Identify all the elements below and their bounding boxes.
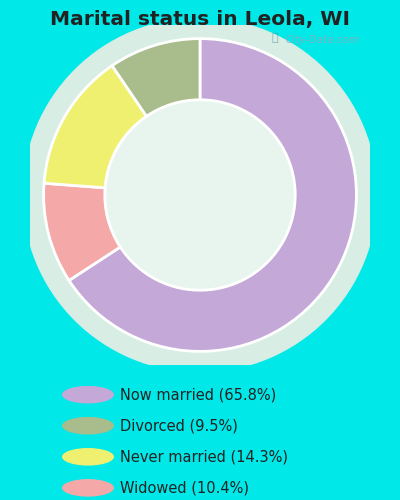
- Circle shape: [62, 479, 114, 496]
- Text: ⓘ: ⓘ: [272, 34, 278, 43]
- Wedge shape: [69, 38, 356, 352]
- Circle shape: [62, 448, 114, 466]
- Wedge shape: [44, 66, 146, 188]
- Text: Widowed (10.4%): Widowed (10.4%): [120, 480, 249, 496]
- Text: Now married (65.8%): Now married (65.8%): [120, 387, 276, 402]
- Text: Divorced (9.5%): Divorced (9.5%): [120, 418, 238, 433]
- Circle shape: [23, 18, 377, 372]
- Text: Marital status in Leola, WI: Marital status in Leola, WI: [50, 10, 350, 29]
- Circle shape: [62, 386, 114, 404]
- Text: City-Data.com: City-Data.com: [286, 35, 360, 45]
- Circle shape: [78, 72, 322, 318]
- Circle shape: [62, 417, 114, 434]
- Text: Never married (14.3%): Never married (14.3%): [120, 450, 288, 464]
- Wedge shape: [44, 183, 120, 280]
- Wedge shape: [112, 38, 200, 117]
